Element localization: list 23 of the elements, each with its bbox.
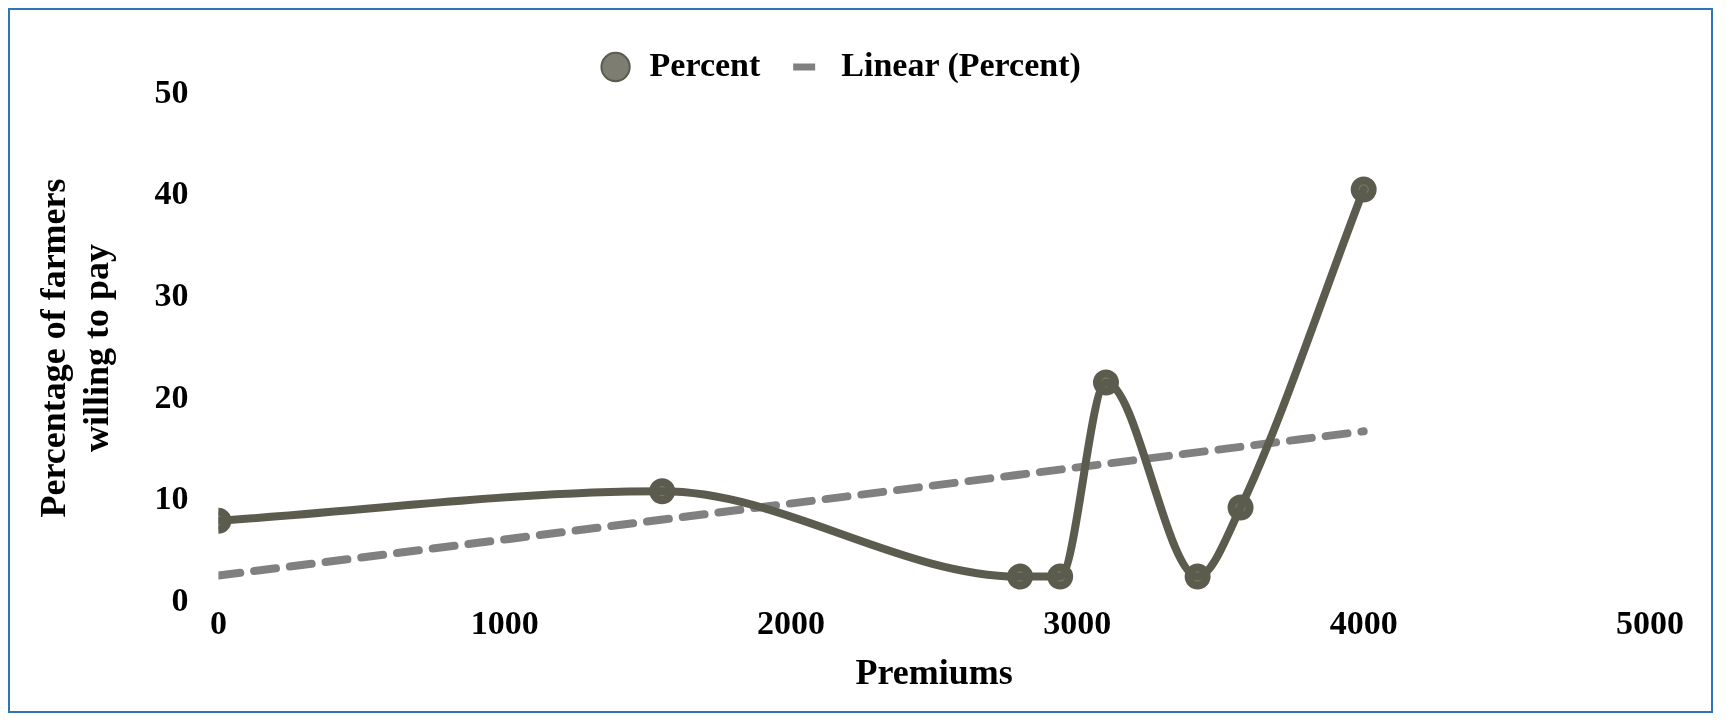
y-tick-label: 10 bbox=[154, 479, 189, 517]
y-tick-label: 0 bbox=[171, 580, 189, 618]
x-tick-label: 3000 bbox=[1043, 604, 1112, 642]
point bbox=[1350, 176, 1377, 203]
legend-label: Percent bbox=[649, 45, 761, 83]
x-tick-label: 1000 bbox=[470, 604, 539, 642]
point bbox=[1227, 494, 1254, 521]
x-axis-title: Premiums bbox=[855, 651, 1013, 692]
point bbox=[649, 478, 676, 505]
y-tick-label: 20 bbox=[154, 377, 189, 415]
point bbox=[1047, 563, 1074, 590]
x-tick-label: 2000 bbox=[757, 604, 826, 642]
x-tick-label: 4000 bbox=[1329, 604, 1398, 642]
point bbox=[1007, 563, 1034, 590]
y-tick-label: 40 bbox=[154, 174, 189, 212]
x-tick-label: 5000 bbox=[1616, 604, 1684, 642]
point bbox=[1092, 369, 1119, 396]
y-tick-label: 50 bbox=[154, 72, 189, 110]
point bbox=[1184, 563, 1211, 590]
x-tick-label: 0 bbox=[209, 604, 227, 642]
y-axis-title: Percentage of farmers willing to pay bbox=[32, 178, 117, 518]
legend-label: Linear (Percent) bbox=[841, 45, 1081, 84]
y-tick-label: 30 bbox=[154, 275, 189, 313]
